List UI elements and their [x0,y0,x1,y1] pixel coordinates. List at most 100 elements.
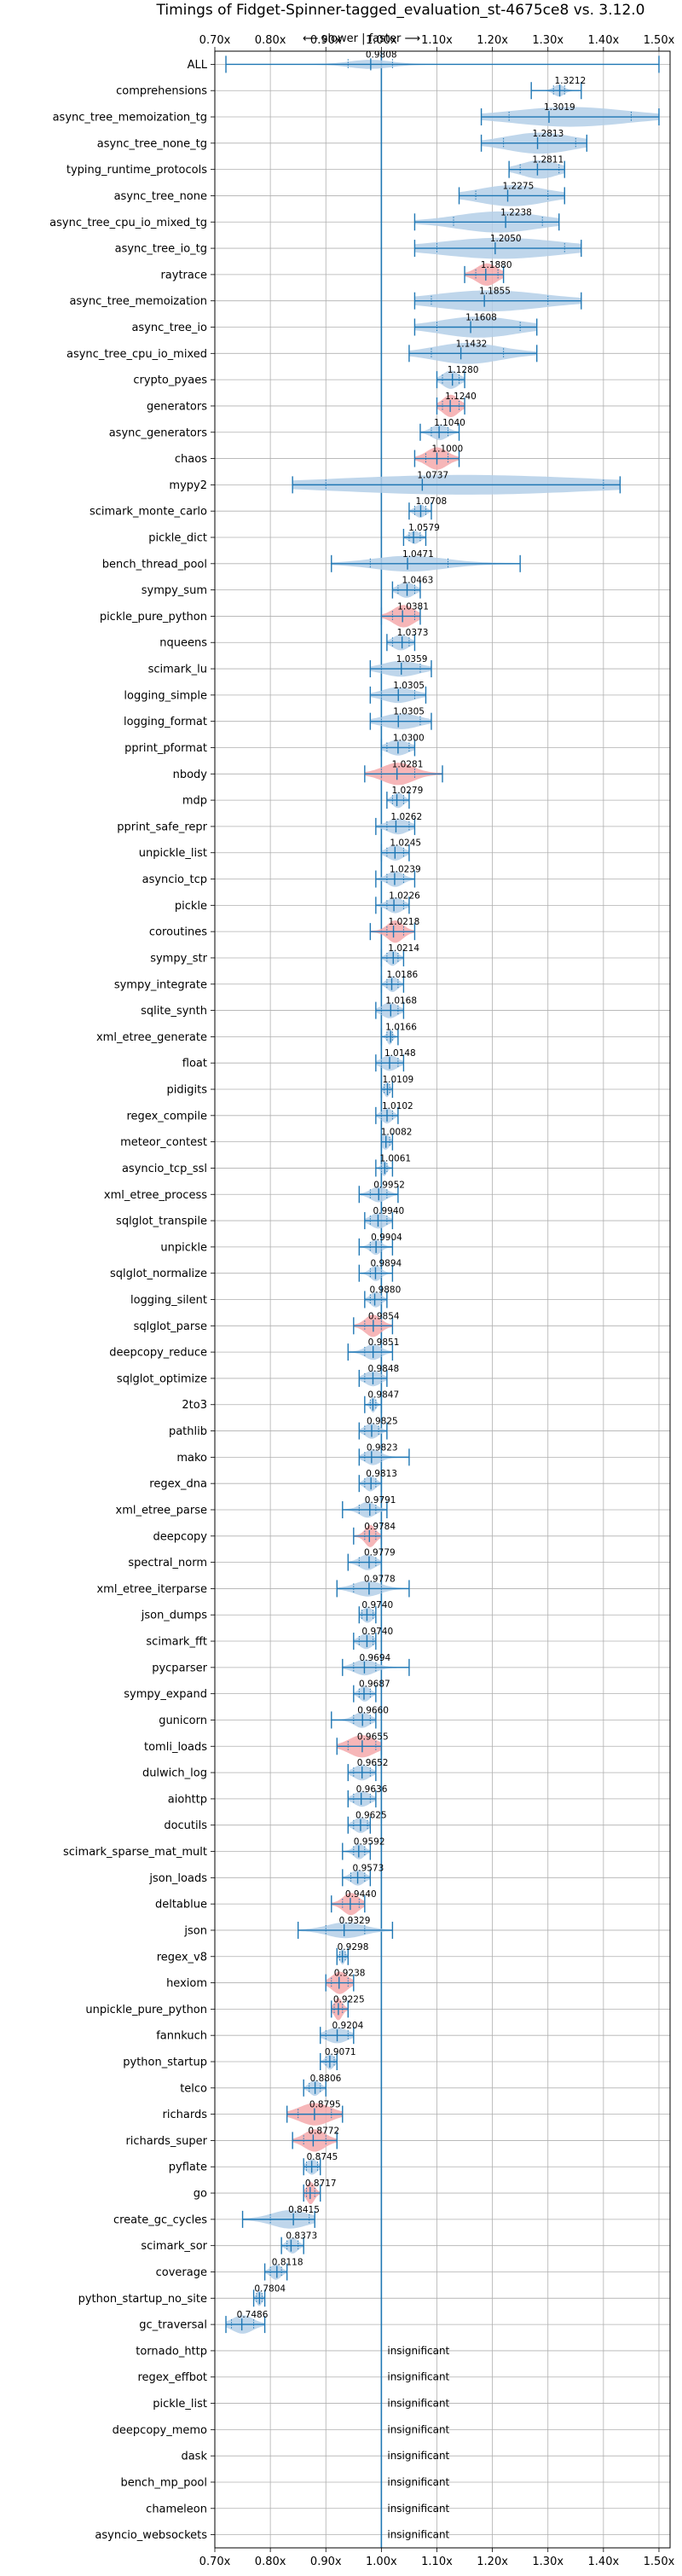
category-label: async_tree_none [114,190,207,203]
category-label: tomli_loads [144,1741,207,1754]
value-label: 0.9784 [364,1522,396,1532]
value-label: 1.0262 [390,812,422,822]
category-label: float [182,1058,207,1070]
category-label: nbody [173,769,208,781]
category-label: json [183,1924,207,1937]
value-label: 1.0102 [382,1101,413,1111]
category-label: deepcopy_reduce [109,1347,207,1360]
x-tick-label-bottom: 1.30x [532,2556,564,2568]
value-label: 1.0279 [392,786,424,796]
value-label: 1.1040 [434,418,465,428]
value-label: 0.9813 [366,1469,397,1479]
value-label: 0.9825 [367,1417,398,1427]
value-label: 1.1240 [445,392,477,402]
value-label: 0.8795 [309,2100,341,2110]
insignificant-label: insignificant [387,2398,449,2410]
category-label: sqlglot_parse [134,1320,207,1333]
value-label: 1.0305 [393,707,425,717]
category-label: pyflate [169,2161,207,2174]
category-label: scimark_lu [148,664,207,676]
value-label: 0.9440 [345,1889,377,1900]
value-label: 1.2275 [503,181,535,191]
category-label: logging_format [124,716,207,728]
value-label: 1.0281 [392,759,424,769]
category-label: pickle_pure_python [100,611,207,624]
value-label: 1.0359 [396,654,428,664]
x-tick-label-top: 1.20x [477,34,508,47]
value-label: 0.9740 [361,1600,393,1610]
value-label: 1.0300 [393,733,425,743]
value-label: 1.1880 [481,260,512,270]
category-label: richards_super [125,2135,207,2148]
x-tick-label-top: 1.40x [588,34,620,47]
value-label: 1.0109 [382,1075,413,1085]
category-label: regex_effbot [137,2371,207,2384]
value-label: 0.9880 [370,1285,402,1296]
category-label: pprint_pformat [124,742,207,755]
value-label: 1.0082 [381,1128,413,1138]
category-label: regex_dna [149,1478,207,1491]
direction-label: ⟵ slower | faster ⟶ [303,32,420,45]
value-label: 1.3019 [544,102,575,113]
category-label: asyncio_websockets [95,2529,207,2542]
value-label: 0.8745 [307,2152,338,2162]
category-label: sympy_str [150,952,207,965]
value-label: 0.9298 [338,1942,369,1952]
value-label: 0.9660 [357,1705,389,1715]
x-tick-label-bottom: 1.50x [644,2556,675,2568]
insignificant-label: insignificant [387,2345,449,2357]
category-label: async_tree_io_tg [115,243,207,256]
category-label: generators [147,400,207,413]
category-label: pprint_safe_repr [117,821,207,833]
category-label: regex_compile [126,1110,207,1123]
value-label: 1.0381 [397,601,429,612]
insignificant-label: insignificant [387,2503,449,2515]
value-label: 1.0373 [397,628,429,638]
value-label: 1.0061 [379,1153,411,1163]
value-label: 1.2050 [490,234,522,244]
value-label: 0.9904 [371,1233,402,1243]
category-label: scimark_sparse_mat_mult [63,1846,207,1859]
category-label: tornado_http [136,2345,207,2358]
category-label: comprehensions [116,85,207,98]
category-label: regex_v8 [157,1951,207,1964]
category-label: go [194,2188,207,2201]
category-label: unpickle_pure_python [85,2004,207,2016]
x-tick-label-bottom: 0.90x [310,2556,342,2568]
category-label: dask [181,2451,207,2463]
category-label: 2to3 [182,1399,207,1412]
category-label: unpickle [160,1241,207,1254]
category-label: sqlglot_transpile [116,1215,207,1228]
category-label: bench_thread_pool [102,558,207,571]
category-label: pycparser [152,1662,207,1674]
insignificant-label: insignificant [387,2371,449,2383]
value-label: 0.7804 [254,2283,286,2294]
value-label: 1.1855 [479,287,511,297]
value-label: 0.9854 [368,1311,400,1321]
x-tick-label-bottom: 1.00x [366,2556,397,2568]
category-label: fannkuch [156,2030,207,2043]
x-tick-label-top: 1.30x [532,34,564,47]
value-label: 0.9778 [364,1574,396,1584]
x-tick-label-top: 0.80x [255,34,286,47]
value-label: 1.0245 [390,838,421,849]
x-tick-label-top: 1.50x [644,34,675,47]
x-tick-label-bottom: 0.70x [199,2556,231,2568]
value-label: 0.9894 [370,1259,402,1269]
category-label: xml_etree_process [104,1189,207,1202]
category-label: chameleon [146,2503,207,2515]
category-label: asyncio_tcp_ssl [122,1163,207,1175]
value-label: 0.9225 [333,1994,365,2005]
category-label: spectral_norm [128,1557,207,1569]
value-label: 0.9625 [355,1811,387,1821]
category-label: pidigits [167,1084,208,1097]
category-label: mako [176,1452,207,1465]
category-label: meteor_contest [120,1136,207,1149]
value-label: 1.0186 [386,970,418,980]
category-label: sqlglot_normalize [110,1268,207,1280]
category-label: coroutines [149,926,207,939]
value-label: 0.7486 [237,2310,269,2320]
value-label: 1.0239 [390,865,421,875]
value-label: 0.8373 [286,2231,317,2242]
value-label: 1.0218 [389,917,420,927]
